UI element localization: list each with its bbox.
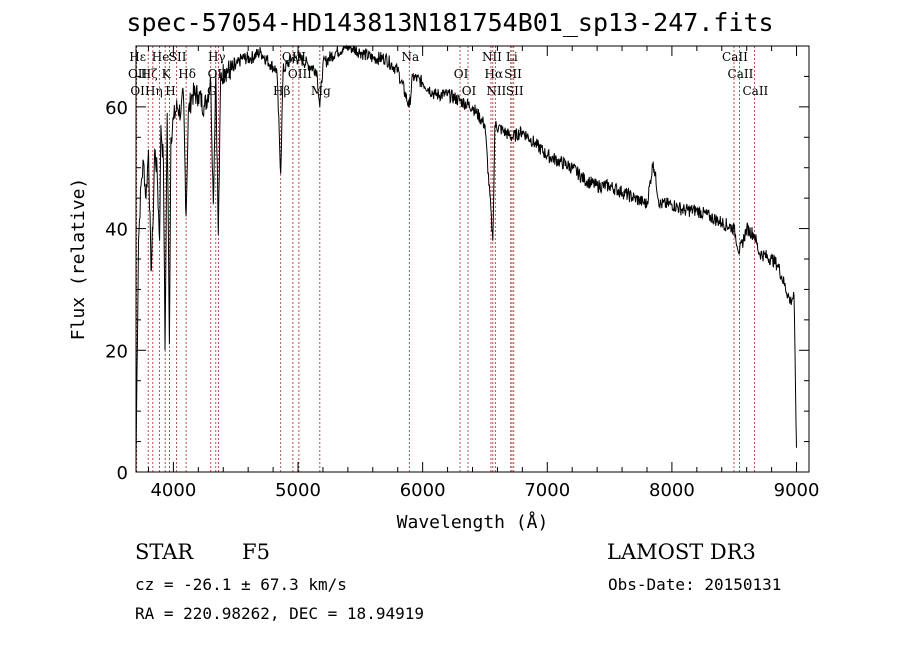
- y-tick-label: 60: [105, 98, 128, 119]
- line-mark-label: OII: [128, 67, 148, 81]
- line-mark-label: SII: [169, 50, 187, 64]
- spectrum-line: [135, 44, 797, 460]
- line-mark-label: OI: [462, 84, 477, 98]
- coordinates: RA = 220.98262, DEC = 18.94919: [135, 604, 424, 623]
- line-marks-layer: HεOIIOIHζHηHeKHSIIHδGHγOIIIHβOIIIOIIIMgN…: [128, 46, 769, 472]
- line-mark-label: Hη: [145, 84, 163, 98]
- line-mark-label: Li: [506, 50, 518, 64]
- x-tick-label: 8000: [649, 480, 695, 501]
- chart-title: spec-57054-HD143813N181754B01_sp13-247.f…: [126, 8, 774, 37]
- observation-date: Obs-Date: 20150131: [608, 575, 782, 594]
- line-mark-label: Hδ: [178, 67, 196, 81]
- line-mark-label: CaII: [728, 67, 754, 81]
- line-mark-label: NII: [482, 50, 502, 64]
- line-mark-label: Hγ: [208, 50, 226, 64]
- line-mark-label: CaII: [742, 84, 768, 98]
- line-mark-label: Hα: [485, 67, 504, 81]
- line-mark-label: SII: [504, 67, 522, 81]
- x-tick-label: 6000: [400, 480, 446, 501]
- spectrum-chart: HεOIIOIHζHηHeKHSIIHδGHγOIIIHβOIIIOIIIMgN…: [68, 44, 820, 533]
- line-mark-label: OI: [454, 67, 469, 81]
- line-mark-label: K: [162, 67, 172, 81]
- y-axis-label: Flux (relative): [68, 178, 89, 341]
- line-mark-label: CaII: [722, 50, 748, 64]
- object-type: STAR: [135, 540, 194, 564]
- line-mark-label: OIII: [288, 67, 312, 81]
- line-mark-label: He: [152, 50, 170, 64]
- line-mark-label: Hε: [129, 50, 146, 64]
- x-tick-label: 9000: [774, 480, 820, 501]
- line-mark-label: OI: [130, 84, 145, 98]
- axes-layer: 4000 5000 6000 7000 8000 9000 0 20 40 60 Wavelengt…: [68, 45, 820, 533]
- line-mark-label: SII: [506, 84, 524, 98]
- y-tick-label: 40: [105, 220, 128, 241]
- redshift-info: cz = -26.1 ± 67.3 km/s: [135, 575, 347, 594]
- line-mark-label: Na: [401, 50, 419, 64]
- x-tick-label: 5000: [275, 480, 321, 501]
- survey-name: LAMOST DR3: [607, 540, 756, 564]
- y-tick-label: 20: [105, 341, 128, 362]
- line-mark-label: NII: [486, 84, 506, 98]
- x-tick-label: 7000: [524, 480, 570, 501]
- line-mark-label: Hζ: [141, 67, 158, 81]
- x-tick-label: 4000: [150, 480, 196, 501]
- line-mark-label: G: [207, 84, 217, 98]
- spectrum-layer: [135, 44, 797, 460]
- line-mark-label: H: [165, 84, 175, 98]
- x-axis-label: Wavelength (Å): [397, 511, 549, 533]
- y-tick-label: 0: [117, 463, 128, 484]
- line-mark-label: Hβ: [273, 84, 290, 98]
- spectral-subclass: F5: [242, 540, 270, 564]
